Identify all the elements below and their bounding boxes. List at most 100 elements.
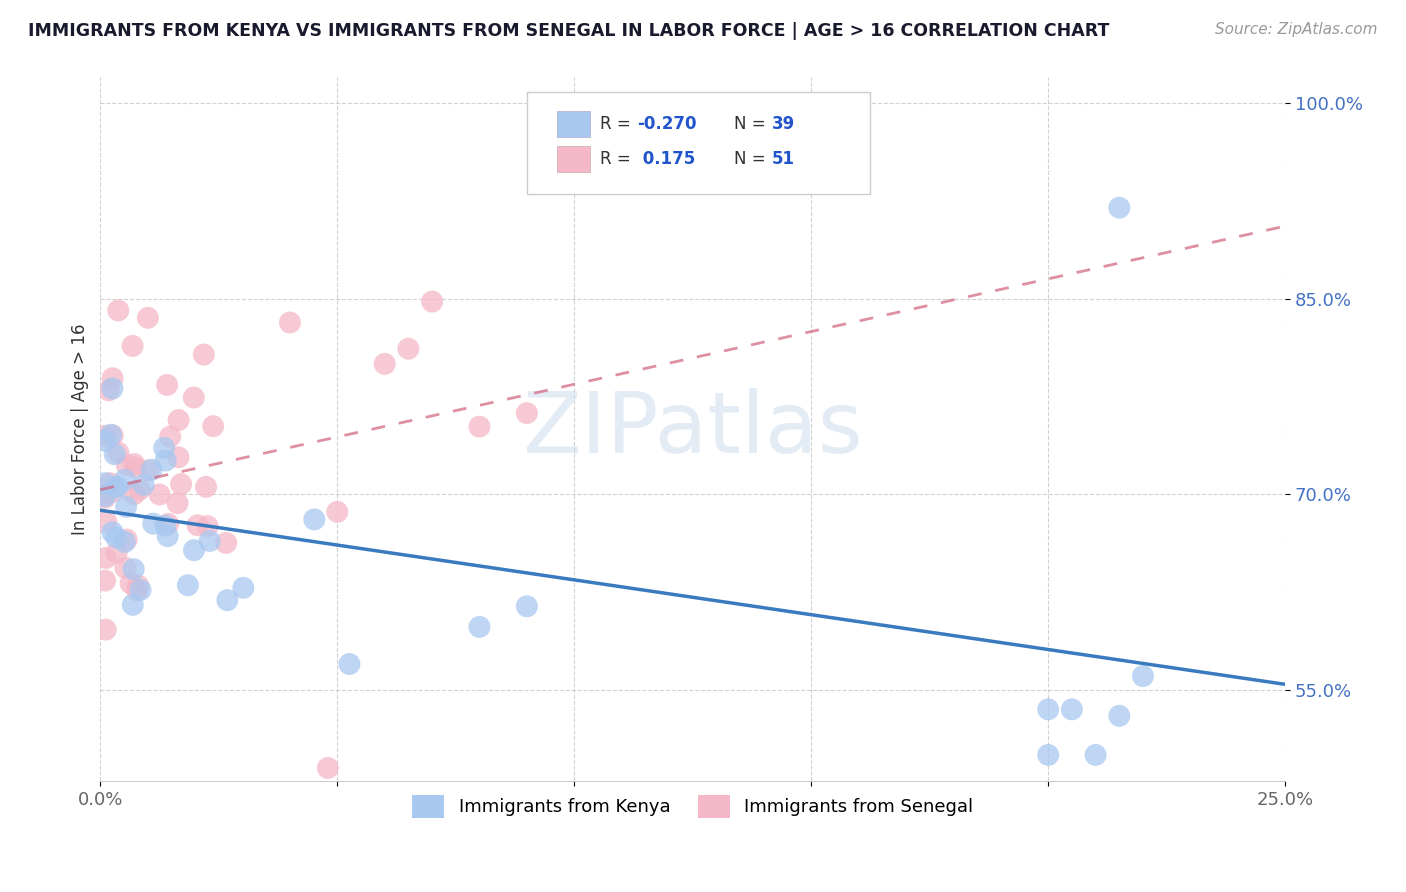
Text: -0.270: -0.270 [637, 115, 696, 133]
Point [136, 463, 159, 477]
Point [101, 381, 124, 395]
Point [167, 450, 190, 465]
Point [195, 480, 218, 494]
Point [516, 599, 538, 614]
FancyBboxPatch shape [557, 111, 589, 137]
Point [166, 496, 188, 510]
Point [105, 479, 128, 493]
Point [97, 384, 120, 398]
Point [114, 535, 136, 549]
Point [127, 578, 149, 592]
Legend: Immigrants from Kenya, Immigrants from Senegal: Immigrants from Kenya, Immigrants from S… [405, 789, 981, 825]
Point [170, 477, 193, 491]
Text: Source: ZipAtlas.com: Source: ZipAtlas.com [1215, 22, 1378, 37]
Point [1038, 747, 1060, 762]
Point [157, 516, 180, 531]
Point [103, 484, 125, 499]
Point [96, 515, 118, 529]
Point [516, 406, 538, 420]
Point [155, 518, 177, 533]
Point [374, 357, 396, 371]
Point [141, 463, 163, 477]
Point [120, 576, 142, 591]
Point [420, 294, 443, 309]
Text: R =: R = [600, 115, 637, 133]
Point [122, 457, 145, 471]
Point [1084, 747, 1107, 762]
Point [122, 562, 145, 576]
Point [124, 460, 146, 475]
Point [101, 525, 124, 540]
Point [304, 512, 326, 526]
Point [468, 620, 491, 634]
Point [94, 623, 117, 637]
Text: IMMIGRANTS FROM KENYA VS IMMIGRANTS FROM SENEGAL IN LABOR FORCE | AGE > 16 CORRE: IMMIGRANTS FROM KENYA VS IMMIGRANTS FROM… [28, 22, 1109, 40]
Point [217, 593, 239, 607]
Point [114, 473, 136, 487]
Point [153, 441, 176, 455]
Point [148, 487, 170, 501]
Point [198, 533, 221, 548]
Y-axis label: In Labor Force | Age > 16: In Labor Force | Age > 16 [72, 324, 89, 535]
Point [1108, 709, 1130, 723]
Point [94, 487, 117, 501]
Point [197, 519, 219, 533]
Point [94, 551, 117, 566]
Point [167, 413, 190, 427]
Point [177, 578, 200, 592]
Point [94, 428, 117, 442]
Point [468, 419, 491, 434]
Point [1108, 201, 1130, 215]
Point [94, 489, 117, 503]
Point [98, 476, 121, 491]
Point [129, 582, 152, 597]
Point [132, 478, 155, 492]
Text: N =: N = [734, 115, 770, 133]
Point [339, 657, 361, 671]
Point [104, 481, 127, 495]
Point [121, 598, 143, 612]
Point [156, 529, 179, 543]
Point [1132, 669, 1154, 683]
Point [125, 583, 148, 598]
Point [100, 427, 122, 442]
Point [232, 581, 254, 595]
Point [142, 516, 165, 531]
Point [159, 429, 181, 443]
Point [115, 500, 138, 514]
Point [115, 533, 138, 547]
Point [107, 446, 129, 460]
Point [215, 536, 238, 550]
Point [101, 428, 124, 442]
Text: 39: 39 [772, 115, 796, 133]
Point [193, 347, 215, 361]
Point [183, 543, 205, 558]
Point [1060, 702, 1083, 716]
Point [316, 761, 339, 775]
Point [278, 316, 301, 330]
Point [128, 483, 150, 497]
Point [94, 476, 117, 491]
Point [187, 518, 209, 533]
Point [121, 339, 143, 353]
Point [107, 303, 129, 318]
Point [115, 458, 138, 472]
Point [94, 574, 117, 588]
Point [183, 391, 205, 405]
Point [396, 342, 419, 356]
Point [94, 491, 117, 505]
Text: 0.175: 0.175 [637, 150, 696, 168]
Point [105, 531, 128, 545]
Point [156, 378, 179, 392]
Text: 51: 51 [772, 150, 796, 168]
Point [114, 561, 136, 575]
Text: ZIPatlas: ZIPatlas [523, 388, 863, 471]
Point [122, 487, 145, 501]
FancyBboxPatch shape [527, 92, 870, 194]
Point [1038, 702, 1060, 716]
Text: N =: N = [734, 150, 770, 168]
Text: R =: R = [600, 150, 637, 168]
FancyBboxPatch shape [557, 145, 589, 172]
Point [105, 546, 128, 560]
Point [136, 310, 159, 325]
